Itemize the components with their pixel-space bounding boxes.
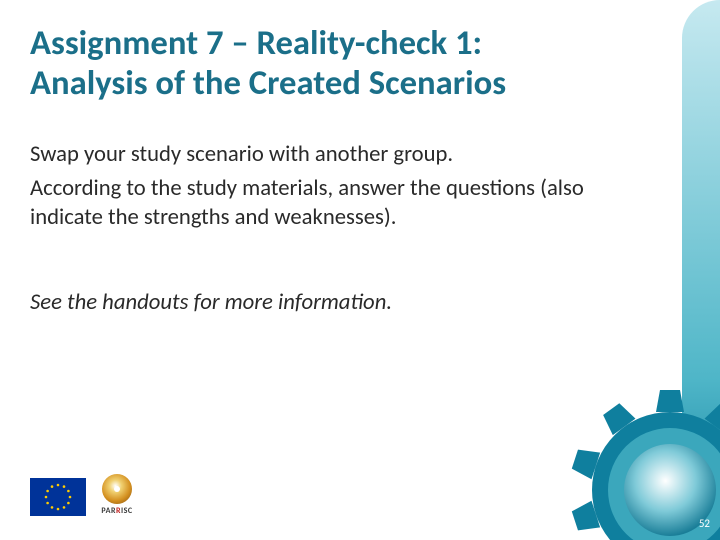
parisc-label-part2: ISC	[121, 506, 133, 516]
body-paragraph-2: According to the study materials, answer…	[30, 174, 630, 231]
parisc-label-part1: PAR	[101, 506, 116, 516]
slide-title: Assignment 7 – Reality-check 1: Analysis…	[30, 24, 590, 104]
title-line-2: Analysis of the Created Scenarios	[30, 64, 590, 104]
parisc-label: PARRISC	[96, 506, 138, 516]
body-text: Swap your study scenario with another gr…	[30, 140, 630, 237]
title-line-1: Assignment 7 – Reality-check 1:	[30, 24, 590, 64]
body-paragraph-1: Swap your study scenario with another gr…	[30, 140, 630, 168]
page-number: 52	[699, 517, 710, 530]
parisc-disc-icon	[102, 474, 132, 504]
eu-flag-icon	[30, 478, 86, 516]
slide: Assignment 7 – Reality-check 1: Analysis…	[0, 0, 720, 540]
hint-text: See the handouts for more information.	[30, 288, 630, 316]
hint-line: See the handouts for more information.	[30, 288, 392, 316]
gear-decoration	[540, 360, 720, 540]
parisc-logo: PARRISC	[96, 474, 138, 518]
